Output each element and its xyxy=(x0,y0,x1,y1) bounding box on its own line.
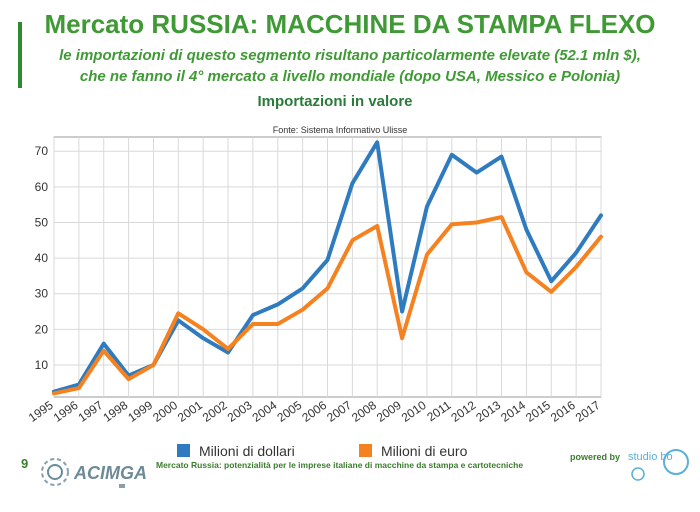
y-tick-label: 60 xyxy=(35,180,49,194)
y-tick-label: 30 xyxy=(35,287,49,301)
x-tick-label: 2006 xyxy=(299,398,329,425)
x-tick-label: 1995 xyxy=(26,398,56,425)
x-tick-label: 2008 xyxy=(349,398,379,425)
y-tick-label: 50 xyxy=(35,215,49,229)
footer-text: Mercato Russia: potenzialità per le impr… xyxy=(156,460,524,470)
x-tick-label: 2000 xyxy=(150,398,180,425)
slide-subtitle-line-1: le importazioni di questo segmento risul… xyxy=(59,47,641,64)
x-tick-label: 1999 xyxy=(125,398,155,425)
x-tick-label: 2005 xyxy=(274,398,304,425)
x-tick-label: 2002 xyxy=(200,398,230,425)
y-tick-label: 40 xyxy=(35,251,49,265)
y-tick-label: 10 xyxy=(35,358,49,372)
y-tick-label: 20 xyxy=(35,322,49,336)
studio-bo-logo: studio bo xyxy=(628,449,689,481)
legend-euro-label: Milioni di euro xyxy=(381,443,468,459)
x-tick-label: 2015 xyxy=(523,398,553,425)
x-tick-label: 2016 xyxy=(548,398,578,425)
studio-bo-logo-text: studio bo xyxy=(628,451,673,463)
x-tick-label: 2004 xyxy=(250,398,280,425)
chart-title: Importazioni in valore xyxy=(257,93,413,110)
slide-title: Mercato RUSSIA: MACCHINE DA STAMPA FLEXO xyxy=(44,9,656,39)
x-tick-label: 2014 xyxy=(498,398,528,425)
x-tick-label: 2009 xyxy=(374,398,404,425)
title-accent-bar xyxy=(18,22,22,88)
chart-source: Fonte: Sistema Informativo Ulisse xyxy=(272,125,408,135)
legend-dollars-swatch xyxy=(177,444,190,457)
x-tick-label: 2017 xyxy=(573,398,603,425)
page-number: 9 xyxy=(21,456,29,471)
x-tick-label: 2007 xyxy=(324,398,354,425)
x-tick-label: 2010 xyxy=(399,398,429,425)
slide-subtitle-line-2: che ne fanno il 4° mercato a livello mon… xyxy=(79,68,621,85)
acimga-logo: ACIMGA xyxy=(41,458,147,488)
x-tick-label: 1998 xyxy=(100,398,130,425)
x-tick-label: 1996 xyxy=(51,398,81,425)
x-tick-label: 1997 xyxy=(76,398,106,425)
x-tick-label: 2013 xyxy=(473,398,503,425)
series-line-euro xyxy=(52,215,603,396)
legend-dollars-label: Milioni di dollari xyxy=(199,443,295,459)
x-tick-label: 2012 xyxy=(448,398,478,425)
x-tick-label: 2001 xyxy=(175,398,205,425)
x-tick-label: 2003 xyxy=(225,398,255,425)
acimga-logo-text: ACIMGA xyxy=(73,463,147,483)
y-tick-label: 70 xyxy=(35,144,49,158)
legend-euro-swatch xyxy=(359,444,372,457)
x-tick-label: 2011 xyxy=(424,398,453,424)
powered-by-label: powered by xyxy=(570,452,621,462)
